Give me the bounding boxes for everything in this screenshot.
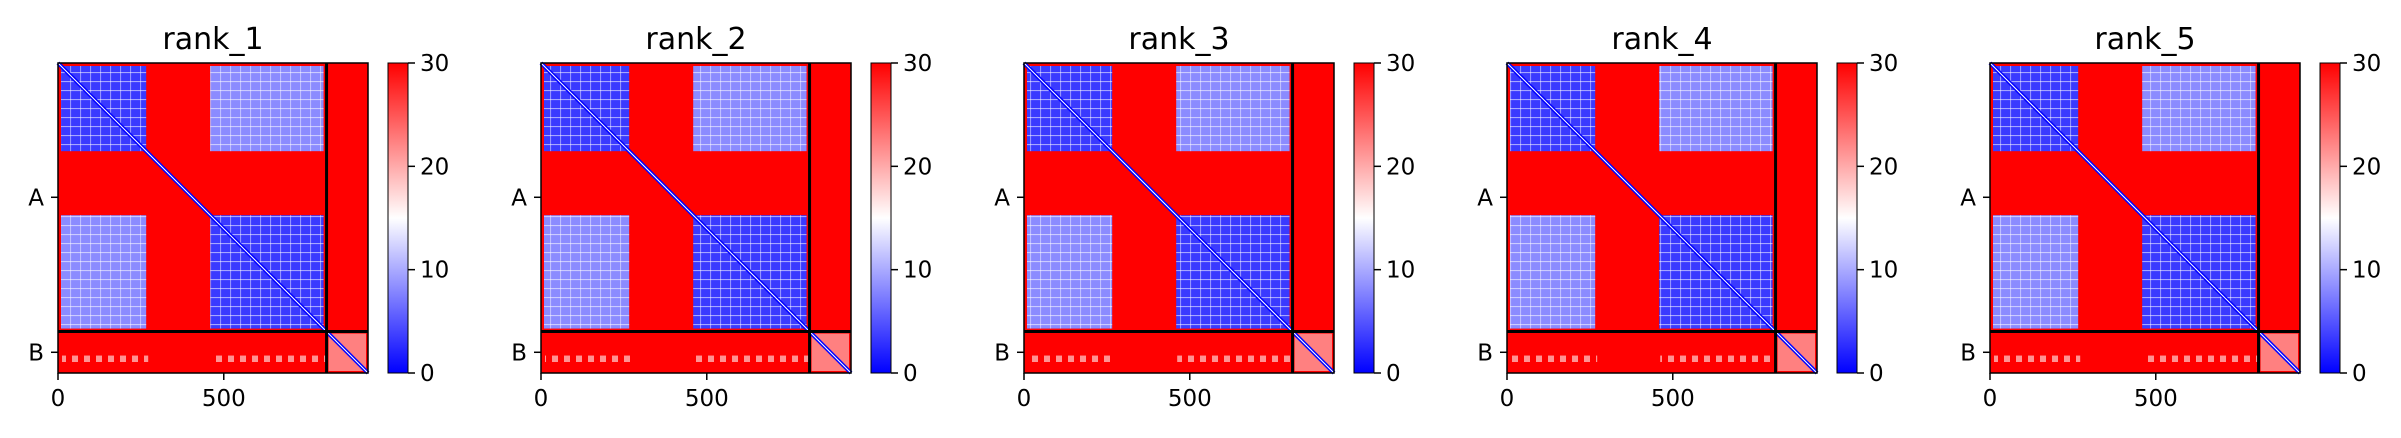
panel-title: rank_4 [1611, 22, 1712, 57]
domain-block-texture [1027, 215, 1113, 329]
chainB-strip [211, 355, 328, 366]
x-tick-label: 500 [2134, 386, 2178, 412]
domain-block-texture [1659, 66, 1773, 152]
diagonal-highlight [1023, 62, 1335, 374]
colorbar-tick-label: 30 [420, 51, 449, 77]
chain-label: A [1477, 185, 1493, 211]
colorbar [387, 62, 409, 374]
diagonal-highlight [57, 62, 369, 374]
diagonal-highlight [540, 62, 852, 374]
chainB-strip [1660, 355, 1777, 366]
colorbar-tick-label: 20 [1869, 154, 1898, 180]
heatmap-frame [57, 62, 369, 374]
x-tick-label: 500 [202, 386, 246, 412]
x-tick-label: 0 [1983, 386, 1998, 412]
colorbar-tick-label: 10 [1869, 258, 1898, 284]
chainB-strip [694, 355, 811, 366]
colorbar-tick-label: 30 [2352, 51, 2381, 77]
chain-label: B [28, 340, 44, 366]
x-tick-label: 0 [51, 386, 66, 412]
x-tick-label: 0 [534, 386, 549, 412]
colorbar-tick-label: 0 [2352, 361, 2367, 387]
chain-label: A [994, 185, 1010, 211]
domain-block-texture [210, 66, 324, 152]
colorbar-tick-label: 0 [1386, 361, 1401, 387]
chain-label: B [1477, 340, 1493, 366]
x-tick-label: 0 [1500, 386, 1515, 412]
x-tick-label: 0 [1017, 386, 1032, 412]
chain-label: A [1960, 185, 1976, 211]
domain-block-texture [544, 215, 630, 329]
heatmap-frame [1023, 62, 1335, 374]
colorbar-tick-label: 10 [420, 258, 449, 284]
chain-label: A [28, 185, 44, 211]
domain-block-texture [61, 215, 147, 329]
colorbar-tick-label: 30 [1386, 51, 1415, 77]
domain-block-texture [1993, 215, 2079, 329]
colorbar-tick-label: 10 [1386, 258, 1415, 284]
x-tick-label: 500 [685, 386, 729, 412]
chainB-strip [1028, 355, 1115, 366]
x-tick-label: 500 [1651, 386, 1695, 412]
diagonal-highlight [1506, 62, 1818, 374]
panel-title: rank_2 [645, 22, 746, 57]
heatmap-frame [540, 62, 852, 374]
domain-block-texture [693, 66, 807, 152]
colorbar-tick-label: 10 [2352, 258, 2381, 284]
chain-label: A [511, 185, 527, 211]
colorbar [1353, 62, 1375, 374]
colorbar-tick-label: 30 [903, 51, 932, 77]
colorbar-tick-label: 0 [420, 361, 435, 387]
x-tick-label: 500 [1168, 386, 1212, 412]
colorbar [870, 62, 892, 374]
colorbar [1836, 62, 1858, 374]
chainB-strip [2143, 355, 2260, 366]
colorbar-tick-label: 20 [1386, 154, 1415, 180]
domain-block-texture [1176, 66, 1290, 152]
panel-title: rank_3 [1128, 22, 1229, 57]
chain-label: B [994, 340, 1010, 366]
colorbar [2319, 62, 2341, 374]
domain-block-texture [2142, 66, 2256, 152]
colorbar-tick-label: 0 [1869, 361, 1884, 387]
chainB-strip [1511, 355, 1598, 366]
colorbar-tick-label: 20 [420, 154, 449, 180]
chain-label: B [511, 340, 527, 366]
colorbar-tick-label: 30 [1869, 51, 1898, 77]
chainB-strip [1177, 355, 1294, 366]
panel-title: rank_1 [162, 22, 263, 57]
diagonal-highlight [1989, 62, 2301, 374]
chainB-strip [545, 355, 632, 366]
heatmap-frame [1506, 62, 1818, 374]
colorbar-tick-label: 20 [2352, 154, 2381, 180]
colorbar-tick-label: 0 [903, 361, 918, 387]
chainB-strip [62, 355, 149, 366]
colorbar-tick-label: 20 [903, 154, 932, 180]
heatmap-frame [1989, 62, 2301, 374]
colorbar-tick-label: 10 [903, 258, 932, 284]
chain-label: B [1960, 340, 1976, 366]
domain-block-texture [1510, 215, 1596, 329]
panel-title: rank_5 [2094, 22, 2195, 57]
chainB-strip [1994, 355, 2081, 366]
